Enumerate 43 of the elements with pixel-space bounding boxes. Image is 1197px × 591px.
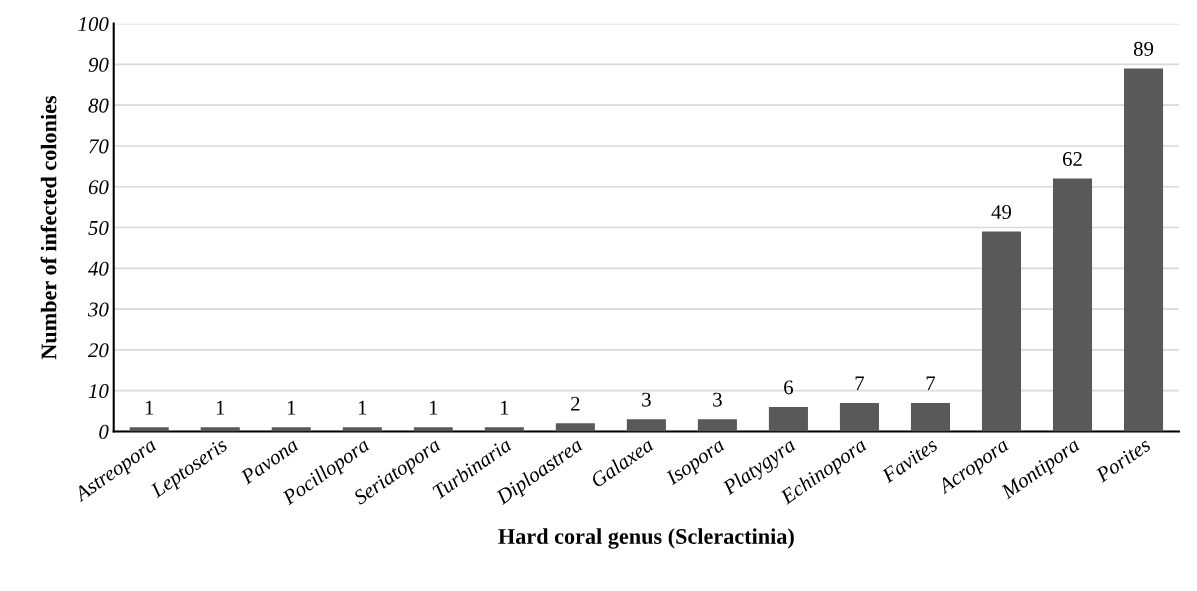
y-tick-label: 20 [88, 343, 109, 358]
bar [200, 427, 240, 432]
bar [271, 427, 311, 432]
bar [768, 406, 808, 432]
bar [555, 423, 595, 432]
x-axis-title: Hard coral genus (Scleractinia) [498, 528, 794, 549]
bar [1052, 178, 1093, 432]
bar [129, 427, 169, 432]
data-label: 7 [926, 376, 936, 391]
data-label: 1 [216, 400, 225, 415]
y-tick-label: 100 [78, 17, 109, 32]
data-label: 1 [145, 400, 154, 415]
data-label: 3 [642, 392, 651, 407]
data-label: 6 [784, 380, 794, 395]
y-tick-label: 40 [88, 261, 109, 276]
data-label: 1 [429, 400, 438, 415]
data-label: 1 [287, 400, 296, 415]
data-label: 2 [571, 396, 580, 411]
y-tick-label: 50 [88, 220, 109, 235]
y-tick-label: 90 [88, 57, 109, 72]
bar [413, 427, 453, 432]
y-tick-label: 80 [88, 98, 109, 113]
data-label: 7 [855, 376, 865, 391]
y-tick-label: 60 [88, 180, 109, 195]
y-axis-title: Number of infected colonies [40, 95, 57, 360]
bar [839, 402, 879, 432]
data-label: 1 [500, 400, 509, 415]
y-tick-label: 30 [87, 302, 109, 317]
bar [342, 427, 382, 432]
bar [697, 419, 737, 432]
bar [910, 402, 950, 432]
y-tick-label: 10 [88, 384, 109, 399]
data-label: 1 [358, 400, 367, 415]
bar [484, 427, 524, 432]
bar [626, 419, 666, 432]
data-label: 49 [991, 205, 1012, 220]
y-tick-label: 0 [99, 424, 109, 439]
data-label: 62 [1062, 152, 1082, 167]
y-tick-label: 70 [89, 139, 109, 154]
bar [1124, 68, 1164, 432]
data-label: 89 [1133, 41, 1154, 56]
data-label: 3 [713, 392, 722, 407]
bar [981, 231, 1022, 432]
